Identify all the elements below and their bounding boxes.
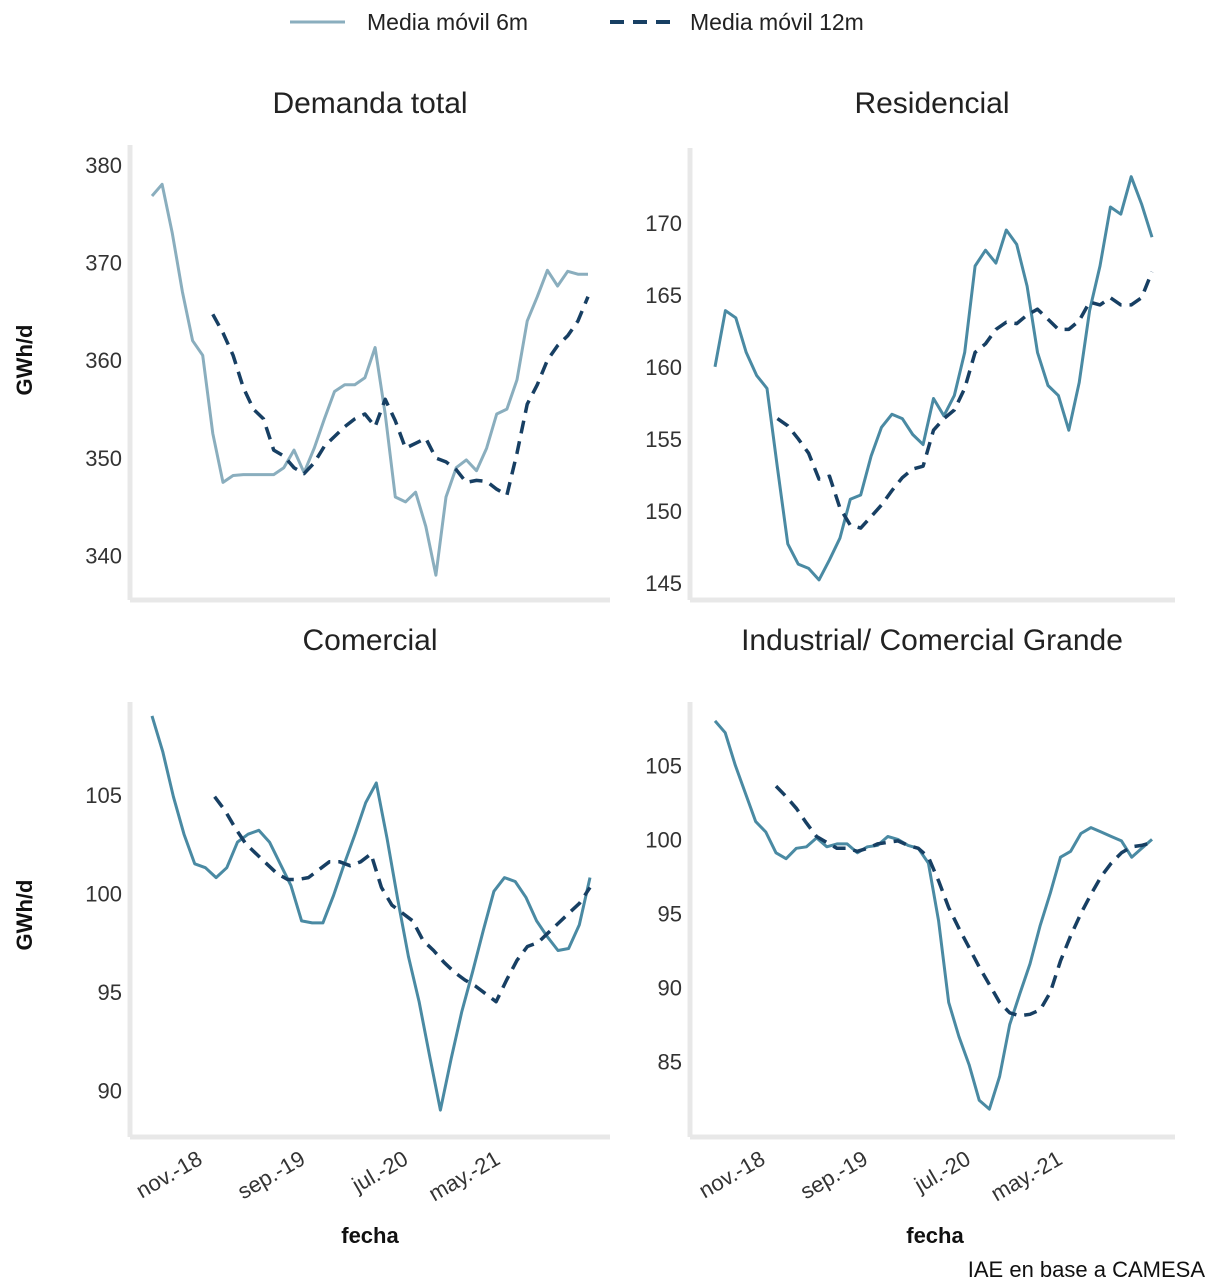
series-line-12m bbox=[774, 784, 1153, 1018]
series-line-12m bbox=[211, 296, 590, 497]
panel-title: Industrial/ Comercial Grande bbox=[741, 624, 1123, 657]
panel-title: Residencial bbox=[854, 87, 1009, 120]
x-tick-label: may.-21 bbox=[986, 1146, 1066, 1207]
y-tick-label: 100 bbox=[85, 881, 122, 906]
panel-4: Industrial/ Comercial Grande 85 90 95 100 105… bbox=[645, 624, 1175, 1248]
x-tick-label: sep.-19 bbox=[233, 1146, 309, 1204]
y-tick-label: 165 bbox=[645, 283, 682, 308]
x-tick-label: nov.-18 bbox=[695, 1146, 770, 1204]
y-tick-label: 150 bbox=[645, 499, 682, 524]
series-line-6m bbox=[150, 182, 588, 577]
y-tick-label: 340 bbox=[85, 544, 122, 569]
y-axis-label: GWh/d bbox=[12, 880, 37, 951]
y-tick-label: 145 bbox=[645, 571, 682, 596]
x-tick-label: nov.-18 bbox=[132, 1146, 207, 1204]
y-tick-label: 90 bbox=[98, 1078, 122, 1103]
x-tick-label: jul.-20 bbox=[347, 1146, 412, 1198]
panel-title: Comercial bbox=[302, 624, 437, 657]
legend-label-12m: Media móvil 12m bbox=[690, 9, 864, 35]
y-tick-label: 105 bbox=[645, 753, 682, 778]
y-tick-label: 85 bbox=[658, 1050, 682, 1075]
y-tick-label: 360 bbox=[85, 348, 122, 373]
legend: Media móvil 6m Media móvil 12m bbox=[290, 9, 864, 35]
y-tick-label: 95 bbox=[98, 980, 122, 1005]
chart-panels: Demanda total 340 350 360 370 380 GWh/d Residen… bbox=[12, 87, 1175, 1248]
panel-3: Comercial 90 95 100 105 GWh/d nov.-18 sep.-19 ju… bbox=[12, 624, 610, 1248]
series-line-6m bbox=[713, 175, 1154, 582]
x-tick-label: jul.-20 bbox=[909, 1146, 974, 1198]
x-axis-label: fecha bbox=[906, 1223, 964, 1248]
x-tick-label: sep.-19 bbox=[796, 1146, 872, 1204]
y-tick-label: 370 bbox=[85, 251, 122, 276]
legend-label-6m: Media móvil 6m bbox=[367, 9, 528, 35]
panel-title: Demanda total bbox=[272, 87, 467, 120]
series-line-12m bbox=[213, 795, 592, 1004]
y-tick-label: 160 bbox=[645, 355, 682, 380]
y-tick-label: 90 bbox=[658, 976, 682, 1001]
y-tick-label: 380 bbox=[85, 153, 122, 178]
y-tick-label: 155 bbox=[645, 427, 682, 452]
series-line-6m bbox=[150, 715, 592, 1112]
x-tick-label: may.-21 bbox=[424, 1146, 504, 1207]
panel-1: Demanda total 340 350 360 370 380 GWh/d bbox=[12, 87, 610, 603]
y-tick-label: 170 bbox=[645, 211, 682, 236]
source-note: IAE en base a CAMESA bbox=[968, 1257, 1206, 1282]
panel-2: Residencial 145 150 155 160 165 170 bbox=[645, 87, 1175, 603]
y-tick-label: 95 bbox=[658, 902, 682, 927]
y-tick-label: 105 bbox=[85, 783, 122, 808]
y-tick-label: 350 bbox=[85, 446, 122, 471]
x-axis-label: fecha bbox=[341, 1223, 399, 1248]
series-line-6m bbox=[713, 719, 1153, 1111]
series-line-12m bbox=[776, 271, 1154, 530]
y-tick-label: 100 bbox=[645, 827, 682, 852]
y-axis-label: GWh/d bbox=[12, 325, 37, 396]
